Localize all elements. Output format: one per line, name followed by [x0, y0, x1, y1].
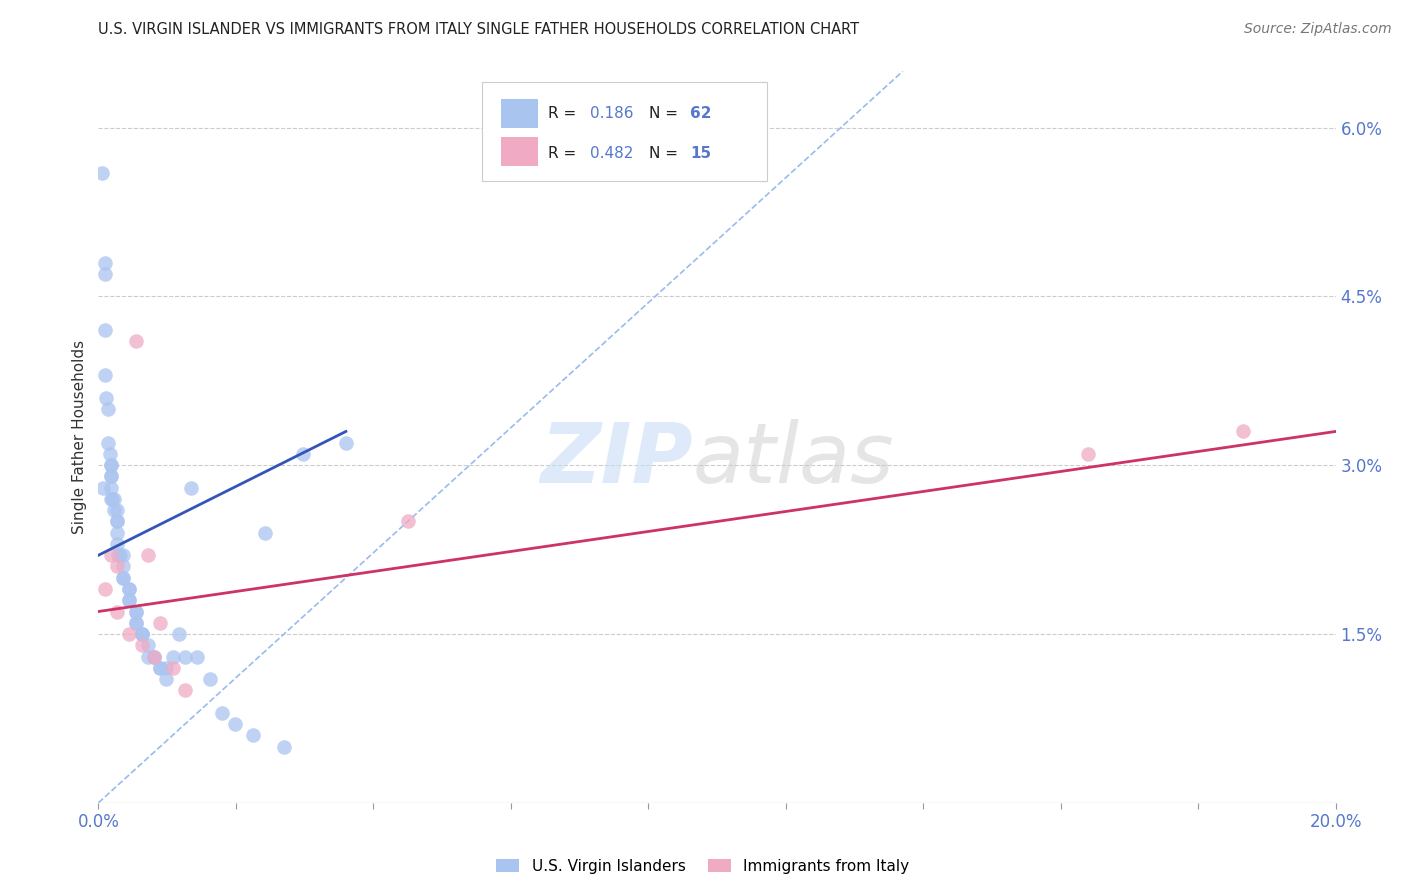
Point: [155, 661, 177, 675]
Point: [103, 503, 125, 517]
FancyBboxPatch shape: [482, 82, 766, 181]
Point: [97, 401, 120, 416]
Point: [93, 368, 115, 383]
Point: [100, 469, 122, 483]
Point: [149, 661, 172, 675]
Point: [131, 638, 153, 652]
Point: [93, 255, 115, 269]
Point: [100, 548, 122, 562]
Point: [105, 515, 128, 529]
Point: [100, 469, 122, 483]
Point: [224, 717, 246, 731]
Point: [105, 525, 128, 540]
Point: [105, 537, 128, 551]
Point: [174, 649, 197, 664]
Point: [124, 615, 146, 630]
FancyBboxPatch shape: [501, 137, 537, 167]
Legend: U.S. Virgin Islanders, Immigrants from Italy: U.S. Virgin Islanders, Immigrants from I…: [491, 853, 915, 880]
Text: atlas: atlas: [692, 418, 894, 500]
Point: [108, 548, 131, 562]
Point: [143, 649, 166, 664]
Text: R =: R =: [547, 145, 581, 161]
Point: [105, 559, 128, 574]
Text: ZIP: ZIP: [540, 418, 692, 500]
Point: [112, 559, 135, 574]
Point: [107, 548, 129, 562]
Point: [186, 649, 208, 664]
Point: [254, 525, 277, 540]
Text: 0.186: 0.186: [589, 106, 633, 121]
Point: [143, 649, 166, 664]
Point: [162, 661, 184, 675]
Point: [93, 481, 115, 495]
Point: [242, 728, 264, 742]
Point: [105, 515, 128, 529]
Point: [112, 571, 135, 585]
Point: [118, 582, 141, 596]
Text: U.S. VIRGIN ISLANDER VS IMMIGRANTS FROM ITALY SINGLE FATHER HOUSEHOLDS CORRELATI: U.S. VIRGIN ISLANDER VS IMMIGRANTS FROM …: [98, 22, 859, 37]
Point: [143, 649, 166, 664]
Point: [211, 706, 233, 720]
Point: [198, 672, 221, 686]
FancyBboxPatch shape: [501, 99, 537, 128]
Point: [155, 672, 177, 686]
Text: 0.482: 0.482: [589, 145, 633, 161]
Point: [93, 267, 115, 281]
Point: [136, 548, 159, 562]
Point: [124, 605, 146, 619]
Point: [174, 683, 197, 698]
Point: [100, 458, 122, 473]
Point: [335, 435, 357, 450]
Point: [105, 503, 128, 517]
Point: [93, 323, 115, 337]
Point: [131, 627, 153, 641]
Point: [131, 627, 153, 641]
Point: [167, 627, 190, 641]
Point: [1077, 447, 1099, 461]
Point: [93, 582, 115, 596]
Point: [124, 615, 146, 630]
Point: [124, 334, 146, 349]
Point: [90, 166, 112, 180]
Text: R =: R =: [547, 106, 581, 121]
Point: [100, 491, 122, 506]
Point: [273, 739, 295, 754]
Point: [131, 627, 153, 641]
Text: 62: 62: [690, 106, 711, 121]
Text: 15: 15: [690, 145, 711, 161]
Point: [118, 582, 141, 596]
Point: [118, 593, 141, 607]
Point: [1232, 425, 1254, 439]
Point: [98, 447, 121, 461]
Y-axis label: Single Father Households: Single Father Households: [72, 340, 87, 534]
Point: [118, 627, 141, 641]
Point: [396, 515, 419, 529]
Text: N =: N =: [650, 106, 683, 121]
Point: [97, 435, 120, 450]
Point: [136, 638, 159, 652]
Point: [100, 458, 122, 473]
Point: [94, 391, 117, 405]
Text: N =: N =: [650, 145, 683, 161]
Point: [118, 593, 141, 607]
Point: [149, 615, 172, 630]
Point: [149, 661, 172, 675]
Point: [112, 548, 135, 562]
Point: [112, 571, 135, 585]
Point: [136, 649, 159, 664]
Point: [162, 649, 184, 664]
Point: [100, 481, 122, 495]
Point: [101, 491, 124, 506]
Point: [180, 481, 202, 495]
Text: Source: ZipAtlas.com: Source: ZipAtlas.com: [1244, 22, 1392, 37]
Point: [124, 605, 146, 619]
Point: [291, 447, 314, 461]
Point: [103, 491, 125, 506]
Point: [105, 605, 128, 619]
